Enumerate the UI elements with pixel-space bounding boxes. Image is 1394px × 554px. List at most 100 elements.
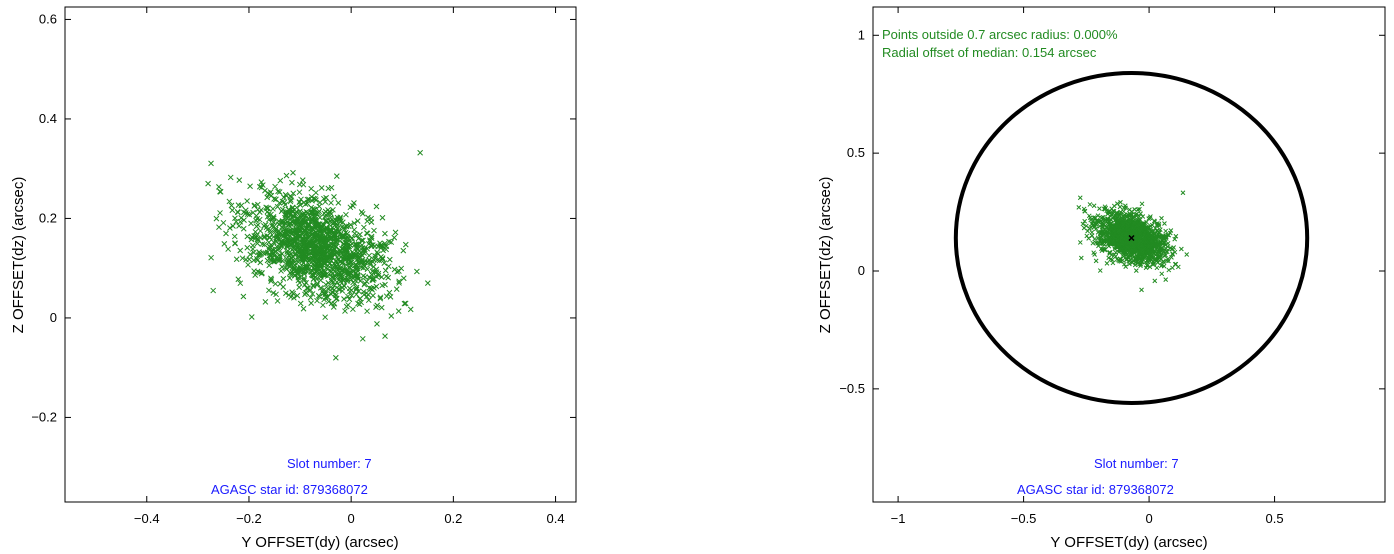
data-point: [267, 234, 273, 241]
data-point: [270, 290, 277, 296]
data-point: [322, 236, 329, 243]
data-point: [304, 222, 311, 229]
data-point: [353, 286, 360, 293]
data-point: [1158, 263, 1164, 269]
data-point: [364, 308, 370, 315]
data-point: [1157, 227, 1163, 232]
data-point: [345, 223, 352, 230]
data-point: [1133, 268, 1139, 274]
data-point: [1109, 226, 1115, 232]
data-point: [1159, 249, 1164, 254]
data-point: [310, 245, 317, 252]
data-point: [1119, 235, 1125, 241]
data-point: [353, 251, 360, 258]
data-point: [311, 243, 317, 250]
data-point: [331, 193, 337, 200]
data-point: [345, 293, 351, 300]
data-point: [1108, 236, 1113, 241]
data-point: [1166, 232, 1172, 238]
data-point: [354, 218, 361, 224]
x-tick-label: −0.4: [134, 511, 160, 526]
data-point: [1121, 213, 1127, 219]
data-point: [1149, 254, 1155, 260]
data-point: [1076, 205, 1082, 210]
data-point: [277, 177, 284, 184]
data-point: [1163, 252, 1169, 258]
data-point: [332, 261, 339, 268]
data-point: [300, 268, 307, 275]
data-point: [266, 191, 273, 197]
data-point: [396, 268, 402, 275]
data-point: [1135, 207, 1141, 212]
data-point: [1147, 215, 1153, 221]
data-point: [1117, 212, 1122, 218]
data-point: [329, 230, 336, 237]
data-point: [308, 185, 315, 192]
data-point: [272, 183, 278, 190]
data-point: [253, 256, 260, 262]
data-point: [271, 196, 277, 202]
data-point: [306, 196, 312, 203]
data-point: [245, 261, 251, 268]
data-point: [272, 280, 279, 287]
data-point: [1169, 254, 1174, 260]
data-point: [1097, 206, 1102, 211]
data-point: [233, 256, 240, 263]
data-point: [300, 242, 307, 249]
data-point: [1168, 228, 1174, 233]
data-point: [381, 240, 388, 247]
annotations: Slot number: 7 AGASC star id: 879368072: [1017, 456, 1179, 497]
y-tick-label: 0.6: [39, 11, 57, 26]
data-point: [308, 300, 315, 306]
data-point: [1125, 254, 1131, 260]
data-point: [358, 299, 365, 306]
data-point: [343, 303, 350, 310]
data-point: [247, 251, 254, 258]
data-point: [361, 250, 367, 256]
data-point: [334, 222, 341, 228]
right-scatter-plot: −1 −0.5 0 0.5 −0.5 0 0.5 1 Points outside 0.7 a…: [817, 6, 1386, 551]
data-point: [392, 229, 399, 236]
data-point: [1080, 221, 1086, 227]
data-point: [235, 276, 242, 283]
y-tick-label: 0: [50, 310, 57, 325]
data-point: [1084, 233, 1090, 239]
data-point: [236, 177, 243, 183]
data-point: [1135, 248, 1140, 254]
data-point: [1161, 253, 1167, 258]
data-point: [302, 290, 309, 296]
data-point: [276, 221, 282, 228]
x-axis-label: Y OFFSET(dy) (arcsec): [241, 534, 398, 551]
data-point: [1118, 209, 1123, 215]
data-point: [264, 249, 271, 256]
data-point: [248, 314, 255, 320]
data-point: [295, 253, 302, 260]
data-point: [1077, 240, 1083, 245]
x-tick-label: 0: [348, 511, 355, 526]
data-point: [216, 184, 222, 190]
data-point: [382, 333, 388, 339]
data-point: [1170, 252, 1175, 257]
data-point: [372, 253, 378, 259]
data-point: [323, 241, 329, 248]
data-point: [317, 242, 323, 249]
data-point: [359, 210, 366, 217]
data-point: [244, 233, 251, 240]
data-point: [216, 224, 222, 231]
data-point: [1139, 201, 1145, 207]
data-point: [322, 281, 329, 288]
data-point: [306, 222, 312, 228]
data-point: [258, 184, 265, 191]
data-point: [1159, 271, 1165, 277]
data-point: [256, 183, 263, 190]
data-point: [373, 203, 380, 210]
data-point: [388, 313, 395, 319]
median-point: [1128, 234, 1135, 242]
data-point: [208, 160, 214, 167]
data-point: [280, 194, 287, 201]
data-point: [1125, 240, 1131, 246]
data-point: [1106, 243, 1112, 249]
data-point: [311, 217, 317, 224]
data-point: [290, 290, 297, 297]
